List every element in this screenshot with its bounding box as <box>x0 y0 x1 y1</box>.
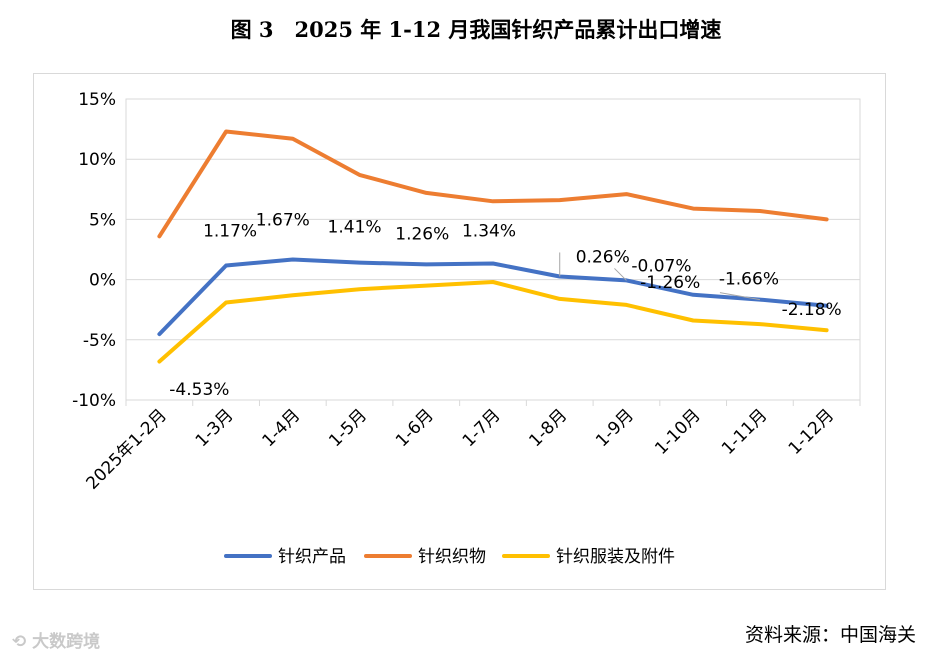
legend-label: 针织产品 <box>278 547 346 567</box>
source-note: 资料来源：中国海关 <box>744 624 916 646</box>
x-tick-label: 1-4月 <box>259 405 305 451</box>
x-tick-label: 1-3月 <box>192 405 238 451</box>
data-label: -1.26% <box>640 273 700 293</box>
y-tick-label: 15% <box>78 90 116 110</box>
data-label: 1.34% <box>462 221 516 241</box>
plot-area-border <box>125 98 861 401</box>
data-label: 0.26% <box>576 247 630 267</box>
y-tick-label: 0% <box>89 271 116 291</box>
line-chart: -10% -5% 0% 5% 10% 15% 2025年1-2月 1-3月 1-4月 1-5月 1-… <box>72 90 861 567</box>
y-tick-label: -10% <box>72 391 116 411</box>
data-label-leader <box>719 292 760 301</box>
x-tick-label: 1-9月 <box>592 405 638 451</box>
y-tick-label: -5% <box>83 331 116 351</box>
series-line-1 <box>157 257 829 337</box>
x-tick-label: 1-5月 <box>325 405 371 451</box>
x-tick-label: 1-8月 <box>525 405 571 451</box>
data-label: 1.41% <box>328 218 382 238</box>
y-tick-label: 5% <box>89 210 116 230</box>
data-label: -1.66% <box>719 270 779 290</box>
series-line-2 <box>157 129 829 239</box>
x-tick-label: 1-7月 <box>459 405 505 451</box>
series-line-3 <box>157 280 829 364</box>
data-label: -2.18% <box>782 300 842 320</box>
data-label-leader <box>614 268 627 281</box>
legend-label: 针织织物 <box>418 547 486 567</box>
data-label: 1.67% <box>256 210 310 230</box>
chart-title: 图 3 2025 年 1-12 月我国针织产品累计出口增速 <box>230 17 722 42</box>
x-tick-label: 1-12月 <box>785 405 838 458</box>
data-label: -4.53% <box>169 380 229 400</box>
legend-label: 针织服装及附件 <box>556 547 675 567</box>
data-label: -0.07% <box>631 256 691 276</box>
x-tick-label: 2025年1-2月 <box>82 405 170 493</box>
chart-frame: -10% -5% 0% 5% 10% 15% 2025年1-2月 1-3月 1-4月 1-5月 1-… <box>33 73 886 590</box>
data-label: 1.17% <box>203 222 257 242</box>
data-label: 1.26% <box>395 224 449 244</box>
x-tick-label: 1-10月 <box>651 405 704 458</box>
y-tick-label: 10% <box>78 150 116 170</box>
x-tick-label: 1-6月 <box>392 405 438 451</box>
watermark: ⟲ 大数跨境 <box>12 632 101 652</box>
x-tick-label: 1-11月 <box>718 405 771 458</box>
